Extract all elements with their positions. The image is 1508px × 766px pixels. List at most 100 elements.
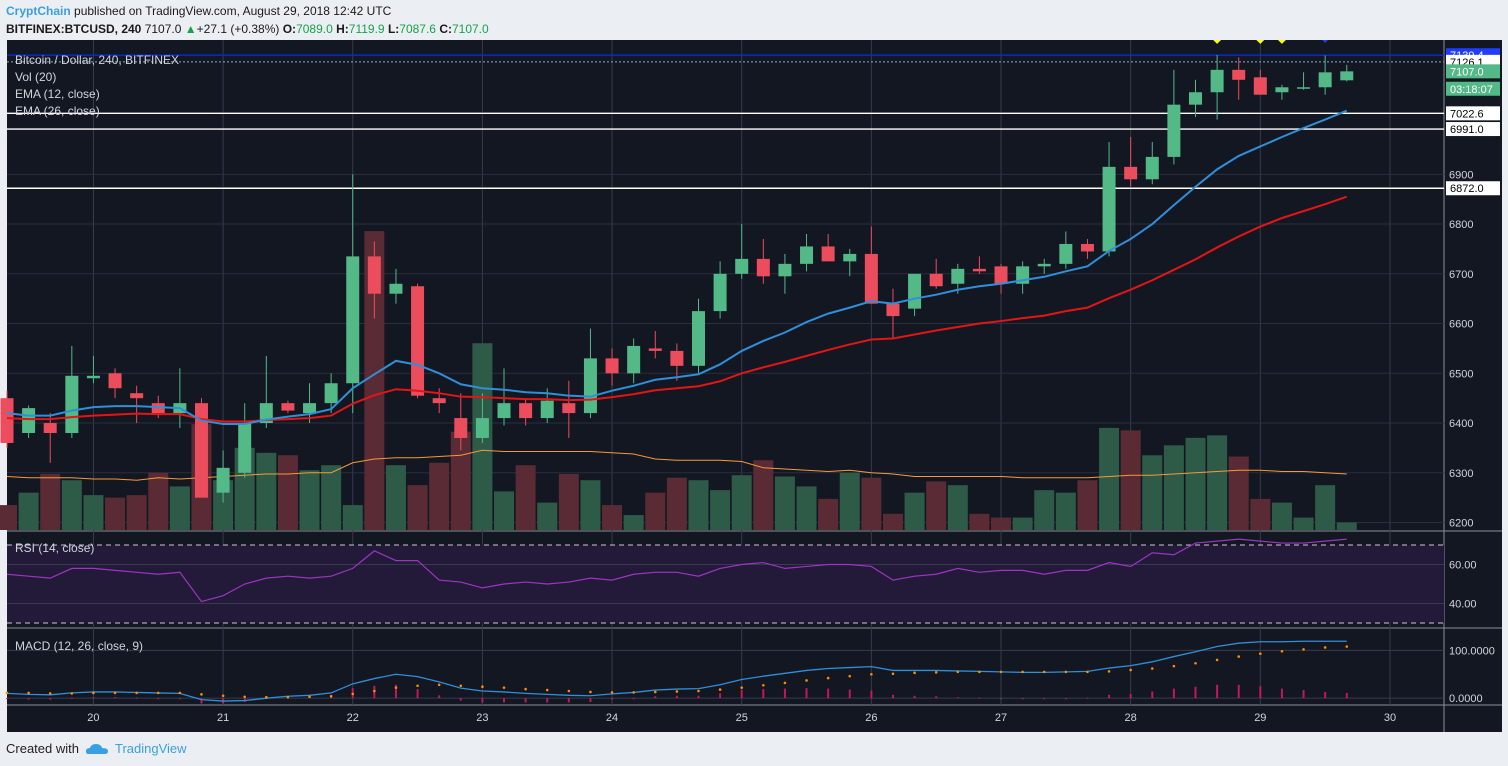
volume-bar	[429, 462, 450, 530]
legend-vol: Vol (20)	[15, 70, 57, 84]
ema12-line	[6, 109, 1348, 426]
candle-body	[778, 263, 792, 277]
macd-tick-label: 0.0000	[1449, 693, 1483, 705]
candle-body	[540, 400, 554, 419]
tradingview-link[interactable]: TradingView	[114, 741, 187, 756]
volume-bar	[1120, 430, 1141, 530]
macd-signal-dot	[351, 692, 355, 696]
macd-histogram-bar	[114, 697, 117, 699]
candle-body	[648, 348, 662, 351]
volume-bar	[1315, 485, 1336, 530]
chart-canvas[interactable]: 20 21 22 23 24 25 26 27 28 29 30 6200 6300 6400 6500 66…	[0, 40, 1508, 732]
candle-body	[324, 383, 338, 404]
ohlc-header: BITFINEX:BTCUSD, 240 7107.0 ▲+27.1 (+0.3…	[6, 22, 489, 36]
macd-histogram-bar	[135, 697, 138, 699]
footer: Created with TradingView	[6, 741, 187, 756]
candle-body	[1340, 71, 1354, 81]
volume-bar	[688, 480, 709, 530]
volume-bar	[710, 490, 731, 530]
candle-body	[108, 373, 122, 389]
volume-ma-line	[6, 449, 1347, 481]
x-tick-label: 20	[87, 712, 99, 724]
volume-bar	[494, 491, 515, 530]
macd-signal-dot	[416, 684, 419, 688]
volume-bar	[796, 486, 817, 530]
volume-bar	[882, 513, 903, 530]
macd-histogram-bar	[178, 698, 181, 700]
macd-signal-dot	[653, 690, 657, 694]
price-label-text: 6872.0	[1450, 183, 1484, 195]
author-link[interactable]: CryptChain	[6, 4, 71, 18]
candle-body	[1210, 69, 1224, 93]
macd-signal-dot	[1259, 652, 1262, 655]
macd-signal-dot	[27, 691, 30, 695]
macd-histogram-bar	[1345, 692, 1348, 699]
macd-signal-dot	[524, 687, 527, 691]
macd-histogram-bar	[157, 698, 160, 700]
macd-signal-dot	[373, 689, 376, 693]
macd-histogram-bar	[481, 698, 484, 703]
candle-body	[864, 253, 878, 304]
y-tick-label: 6800	[1449, 219, 1473, 231]
volume-bar	[299, 470, 320, 530]
volume-bar	[1250, 498, 1271, 530]
macd-signal-dot	[394, 686, 398, 689]
x-tick-label: 28	[1125, 712, 1137, 724]
candle-body	[259, 403, 273, 424]
macd-signal-dot	[1021, 670, 1024, 674]
candle-body	[627, 345, 641, 374]
macd-histogram-bar	[1194, 686, 1197, 699]
volume-bar	[105, 497, 126, 530]
price-label-text: 6991.0	[1450, 124, 1484, 136]
price-label-box	[1446, 122, 1500, 137]
x-tick-label: 21	[217, 712, 229, 724]
volume-bar	[364, 231, 385, 530]
volume-bar	[753, 460, 774, 530]
macd-histogram-bar	[92, 697, 95, 699]
candle-body	[216, 467, 230, 493]
published-text: published on TradingView.com, August 29,…	[74, 4, 392, 18]
macd-signal-dot	[1237, 655, 1241, 658]
candle-body	[1080, 243, 1094, 252]
low-value: 7087.6	[399, 22, 436, 36]
candle-body	[1275, 87, 1289, 93]
volume-bar	[1185, 437, 1206, 530]
candle-body	[281, 403, 295, 411]
macd-histogram-bar	[1324, 691, 1327, 699]
macd-histogram-bar	[805, 688, 808, 699]
ema26-line	[6, 195, 1348, 423]
macd-signal-dot	[200, 693, 203, 696]
macd-signal-dot	[632, 691, 635, 694]
macd-signal-dot	[92, 691, 95, 695]
candle-body	[562, 403, 576, 414]
candle-body	[951, 268, 965, 284]
candle-body	[1318, 72, 1332, 88]
y-tick-label: 6300	[1449, 468, 1473, 480]
volume-bar	[818, 498, 839, 530]
candle-body	[843, 253, 857, 262]
macd-signal-dot	[848, 674, 852, 678]
x-tick-label: 22	[347, 712, 359, 724]
macd-signal-dot	[913, 671, 916, 675]
macd-histogram-bar	[567, 698, 570, 703]
price-label-text: 7107.0	[1450, 66, 1484, 78]
price-label-box	[1446, 64, 1500, 79]
legend-ema26: EMA (26, close)	[15, 104, 100, 118]
macd-histogram-bar	[978, 697, 981, 699]
macd-signal-dot	[1194, 661, 1197, 665]
macd-histogram-bar	[1129, 693, 1132, 699]
y-tick-label: 6600	[1449, 319, 1473, 331]
macd-signal-dot	[589, 690, 592, 694]
x-tick-label: 24	[606, 712, 618, 724]
candle-body	[972, 268, 986, 272]
candle-body	[303, 403, 317, 414]
macd-signal-dot	[762, 683, 765, 687]
volume-bar	[602, 505, 623, 530]
macd-signal-dot	[1172, 664, 1176, 668]
legend-macd: MACD (12, 26, close, 9)	[15, 639, 144, 653]
macd-histogram-bar	[848, 689, 851, 699]
candle-body	[411, 286, 425, 396]
rsi-line	[6, 538, 1347, 603]
legend-rsi: RSI (14, close)	[15, 541, 95, 555]
volume-bar	[407, 485, 428, 530]
